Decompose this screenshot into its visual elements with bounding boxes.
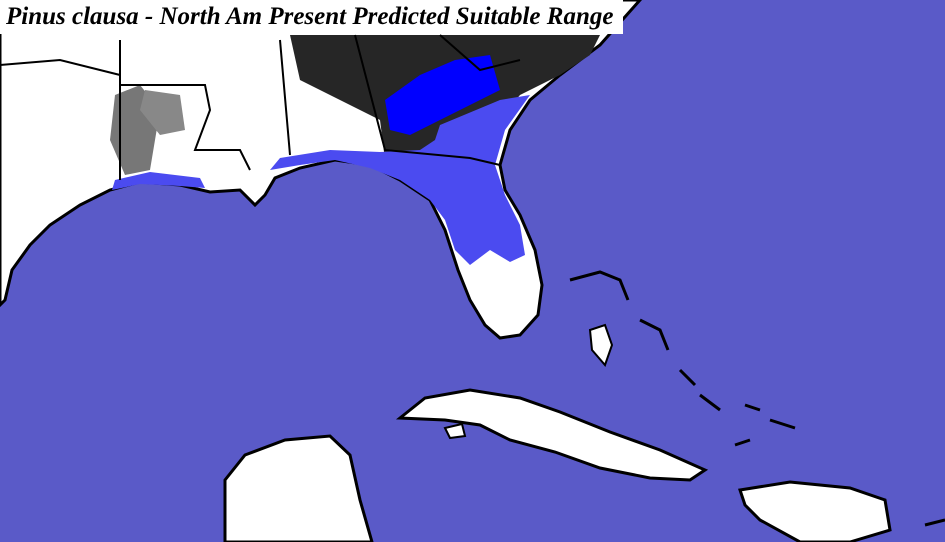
yucatan: [223, 434, 374, 542]
title: Pinus clausa - North Am Present Predicte…: [0, 0, 624, 34]
suitable-range: [112, 172, 205, 190]
borders: [0, 34, 521, 180]
island: [588, 323, 614, 367]
suitable-range: [385, 55, 500, 135]
island: [443, 422, 467, 440]
terrain: [140, 90, 185, 135]
island: [569, 270, 945, 527]
cuba: [395, 388, 709, 482]
suitable-range: [270, 95, 530, 265]
hispaniola: [738, 480, 892, 542]
